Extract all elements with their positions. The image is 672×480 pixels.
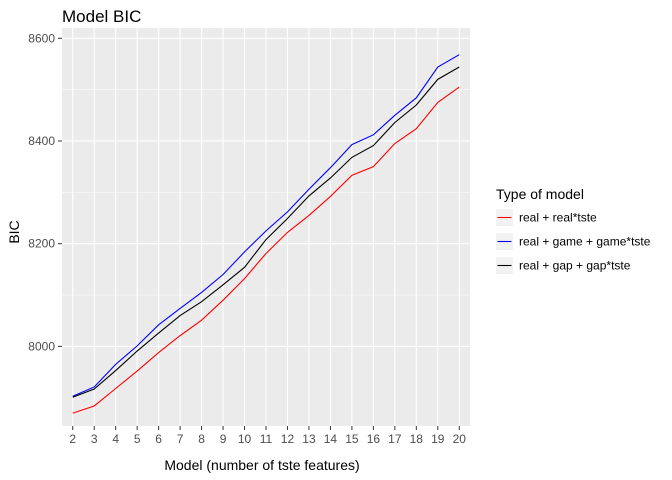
y-axis-title: BIC bbox=[6, 220, 22, 243]
x-tick-label: 18 bbox=[410, 432, 424, 446]
x-tick-label: 6 bbox=[155, 432, 162, 446]
x-tick-label: 15 bbox=[345, 432, 359, 446]
x-tick-label: 3 bbox=[91, 432, 98, 446]
x-tick-label: 13 bbox=[302, 432, 316, 446]
x-tick-label: 5 bbox=[134, 432, 141, 446]
x-tick-label: 20 bbox=[453, 432, 467, 446]
x-tick-label: 7 bbox=[177, 432, 184, 446]
y-tick-label: 8400 bbox=[28, 134, 55, 148]
series-lines bbox=[72, 54, 460, 414]
x-tick-label: 9 bbox=[220, 432, 227, 446]
x-tick-label: 4 bbox=[112, 432, 119, 446]
series-line bbox=[72, 86, 460, 414]
series-line bbox=[72, 66, 460, 398]
x-tick-label: 2 bbox=[69, 432, 76, 446]
y-tick-label: 8600 bbox=[28, 31, 55, 45]
legend-label: real + gap + gap*tste bbox=[519, 259, 631, 273]
x-tick-label: 12 bbox=[281, 432, 295, 446]
y-tick-label: 8200 bbox=[28, 237, 55, 251]
chart-title: Model BIC bbox=[62, 7, 141, 26]
x-tick-label: 11 bbox=[260, 432, 273, 446]
y-axis: 8000 8200 8400 8600 bbox=[28, 31, 62, 353]
x-tick-label: 16 bbox=[367, 432, 381, 446]
x-tick-label: 14 bbox=[324, 432, 338, 446]
x-tick-label: 8 bbox=[198, 432, 205, 446]
x-axis: 2 3 4 5 6 7 8 9 10 11 12 13 14 15 16 17 18 19 20 bbox=[69, 426, 466, 446]
x-tick-label: 19 bbox=[431, 432, 445, 446]
legend: Type of model real + real*tste real + gam… bbox=[496, 186, 651, 274]
legend-title: Type of model bbox=[496, 186, 584, 202]
legend-label: real + real*tste bbox=[519, 211, 597, 225]
x-tick-label: 17 bbox=[388, 432, 402, 446]
legend-label: real + game + game*tste bbox=[519, 235, 651, 249]
grid-lines bbox=[62, 28, 470, 426]
x-axis-title: Model (number of tste features) bbox=[164, 457, 359, 473]
x-tick-label: 10 bbox=[238, 432, 252, 446]
y-tick-label: 8000 bbox=[28, 339, 55, 353]
series-line bbox=[72, 54, 460, 397]
